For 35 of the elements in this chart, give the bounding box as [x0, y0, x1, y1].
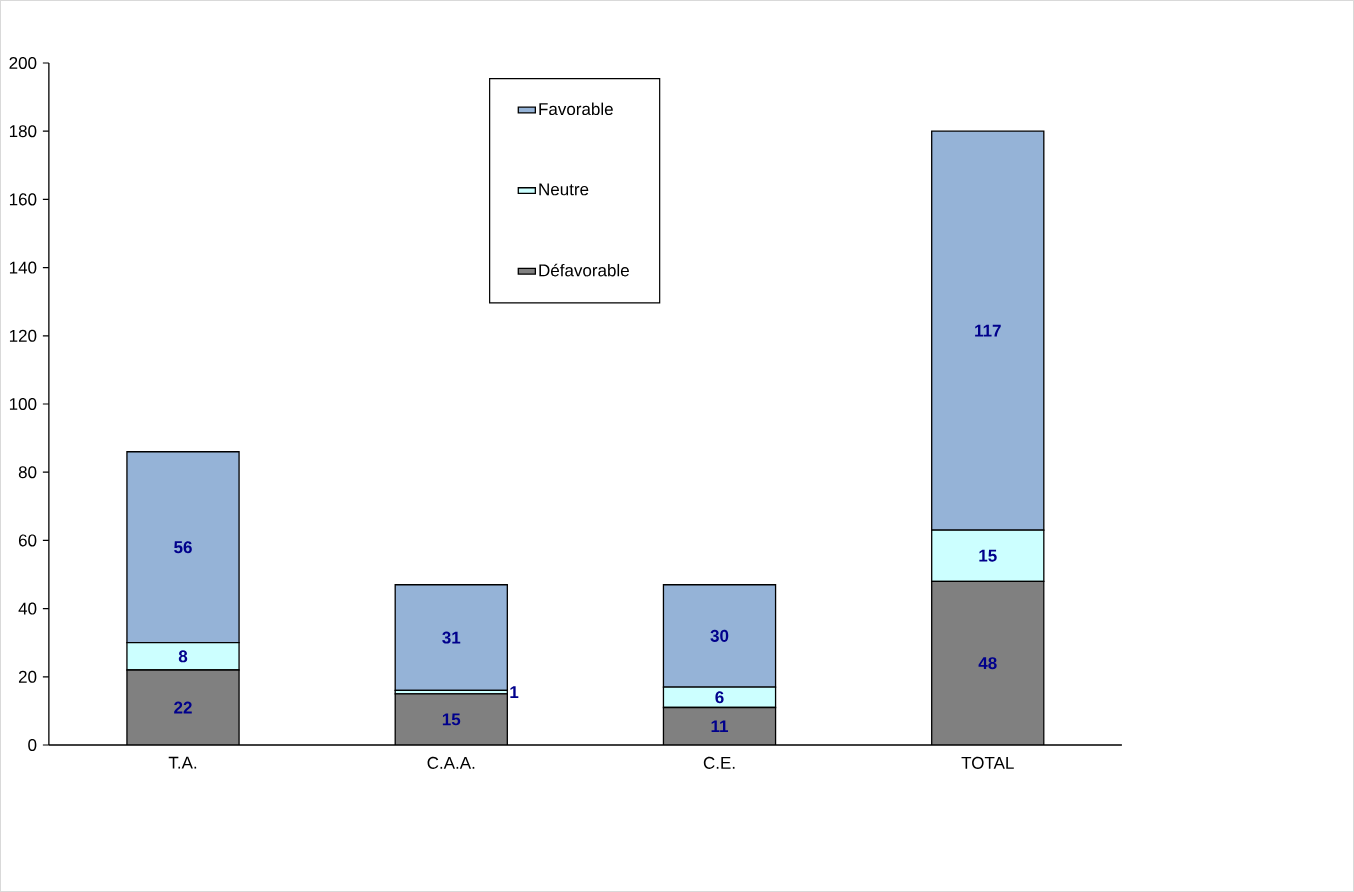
data-label: 8: [178, 650, 188, 663]
y-tick-label: 180: [9, 125, 37, 138]
y-tick-label: 0: [28, 738, 37, 752]
data-label: 56: [174, 541, 192, 554]
data-label: 22: [174, 701, 192, 714]
x-tick-label: T.A.: [168, 756, 197, 769]
legend-label: Favorable: [539, 102, 613, 116]
y-tick-label: 20: [18, 670, 37, 683]
y-tick-label: 60: [18, 534, 37, 547]
data-label: 48: [978, 657, 997, 670]
bar: [663, 707, 776, 745]
y-tick-label: 160: [9, 193, 37, 206]
y-tick-label: 120: [9, 329, 37, 342]
data-label: 15: [979, 549, 997, 562]
x-tick-label: TOTAL: [961, 756, 1014, 769]
data-label: 15: [442, 713, 461, 726]
x-tick-label: C.E.: [703, 756, 735, 769]
y-tick-label: 80: [18, 466, 37, 479]
y-tick-label: 40: [18, 602, 37, 615]
data-label: 1: [510, 686, 519, 698]
bar: [126, 669, 240, 745]
data-label: 117: [975, 324, 1001, 337]
data-label: 6: [715, 691, 724, 704]
data-label: 30: [710, 629, 729, 642]
data-label: 31: [442, 631, 461, 644]
legend-label: Défavorable: [539, 263, 629, 277]
y-tick-label: 140: [9, 261, 37, 274]
legend-label: Neutre: [539, 183, 589, 196]
bar: [394, 584, 508, 692]
y-tick-label: 100: [9, 397, 37, 411]
x-tick-label: C.A.A.: [427, 756, 475, 769]
bar: [931, 580, 1045, 745]
data-label: 11: [711, 720, 729, 733]
bar: [395, 693, 508, 745]
y-tick-label: 200: [9, 56, 37, 70]
